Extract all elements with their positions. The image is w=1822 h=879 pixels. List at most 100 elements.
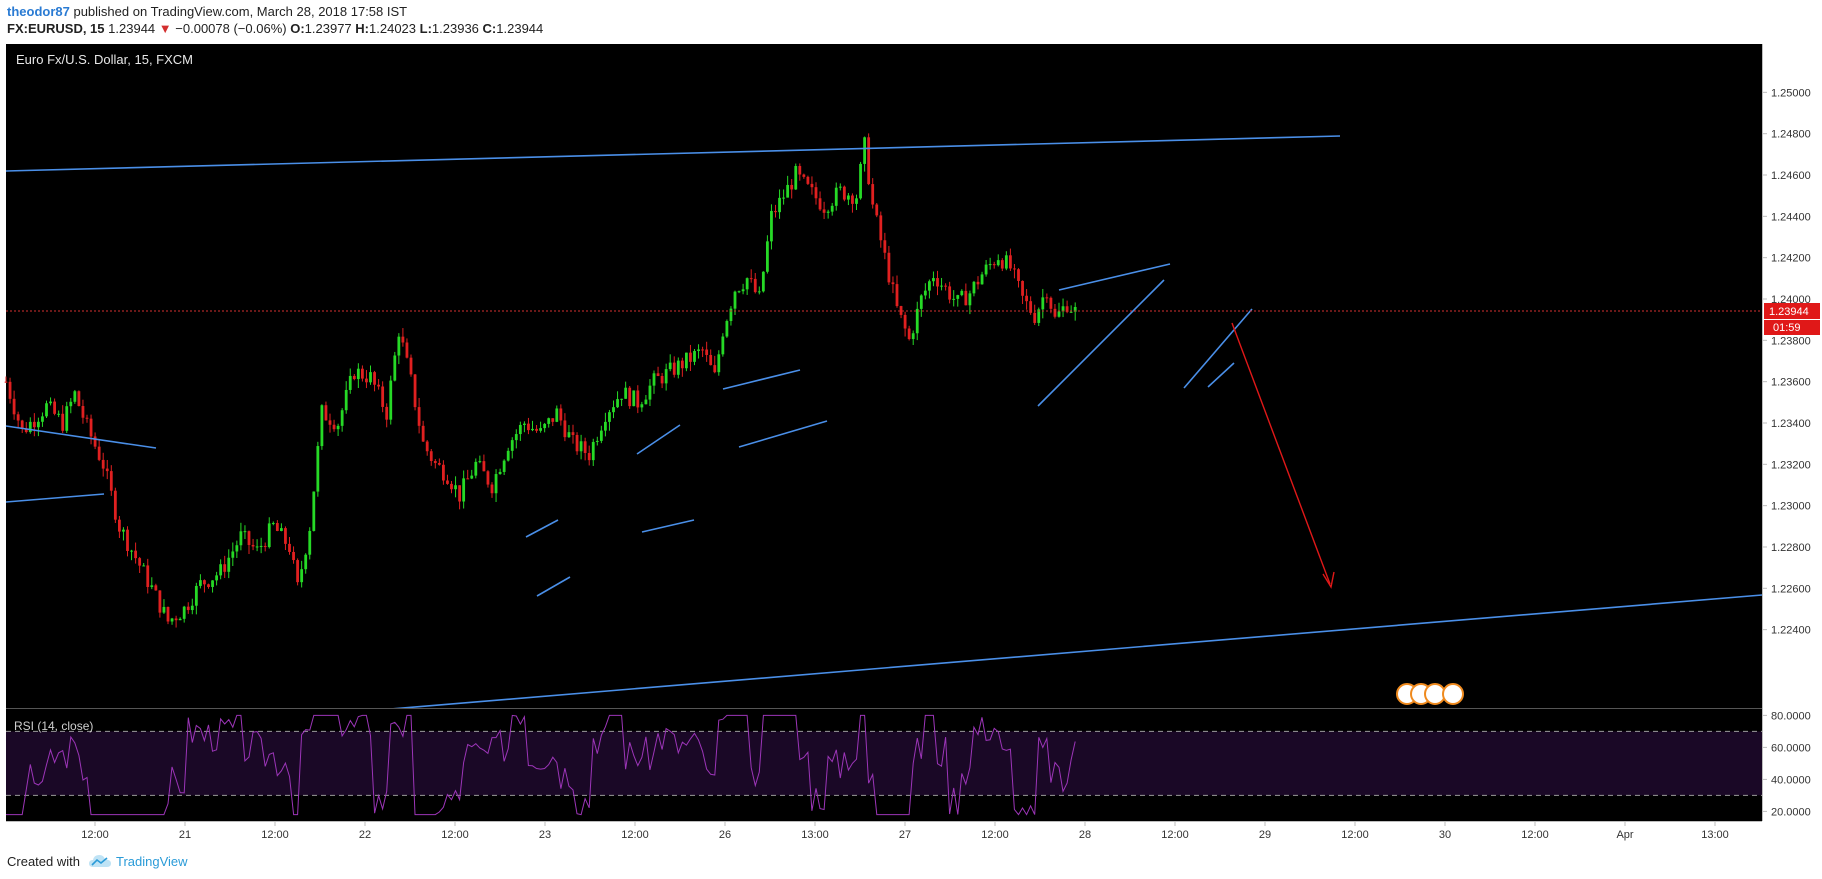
- candle-body: [895, 284, 899, 307]
- trendline[interactable]: [536, 576, 571, 597]
- candle-body: [644, 399, 648, 405]
- trendline[interactable]: [5, 135, 1341, 172]
- candle-body: [940, 285, 943, 287]
- candle-body: [559, 408, 563, 421]
- tradingview-link[interactable]: TradingView: [116, 854, 188, 869]
- candle-body: [223, 564, 227, 572]
- candle-body: [753, 278, 757, 293]
- candle-body: [85, 417, 89, 419]
- candle-body: [729, 308, 733, 322]
- candle-body: [271, 523, 275, 525]
- candle-body: [454, 485, 457, 490]
- time-tick-label: 12:00: [1521, 829, 1549, 841]
- price-tick-label: 1.24600: [1771, 170, 1811, 182]
- trendline[interactable]: [738, 420, 828, 448]
- candle-body: [818, 198, 822, 210]
- candle-body: [527, 423, 530, 431]
- time-tick-label: 29: [1259, 829, 1271, 841]
- high-label: H:: [355, 21, 370, 36]
- candle-body: [717, 354, 721, 373]
- time-tick-label: Apr: [1616, 829, 1633, 841]
- chart-area[interactable]: Euro Fx/U.S. Dollar, 15, FXCM 80.0000 60.…: [0, 43, 1822, 843]
- candle-body: [478, 461, 482, 463]
- event-markers[interactable]: [1396, 683, 1464, 705]
- time-axis[interactable]: 12:00 21 12:00 22 12:00 23 12:00 26 13:00 27 12:00…: [81, 821, 1729, 841]
- candle-body: [664, 369, 668, 384]
- trendline[interactable]: [1037, 279, 1165, 407]
- event-flag-icon[interactable]: [1442, 683, 1464, 705]
- trendline[interactable]: [1058, 263, 1171, 291]
- down-arrow-icon: ▼: [158, 21, 172, 36]
- trendline[interactable]: [1183, 308, 1253, 389]
- time-tick-label: 27: [899, 829, 911, 841]
- price-tick-label: 1.25000: [1771, 87, 1811, 99]
- candle-body: [806, 176, 810, 184]
- bar-countdown: 01:59: [1773, 322, 1801, 334]
- candle-body: [356, 368, 360, 380]
- candle-body: [972, 281, 976, 294]
- candle-body: [786, 184, 790, 198]
- candle-body: [45, 403, 48, 417]
- candle-body: [911, 333, 915, 340]
- candle-body: [247, 531, 251, 545]
- candle-body: [385, 406, 389, 420]
- candle-body: [567, 432, 571, 438]
- candle-body: [907, 328, 911, 340]
- candle-body: [300, 569, 304, 583]
- price-tick-label: 1.24400: [1771, 211, 1811, 223]
- trendline[interactable]: [636, 424, 681, 455]
- trendline[interactable]: [722, 369, 801, 390]
- candle-body: [506, 450, 510, 461]
- rsi-band-fill: [6, 731, 1762, 796]
- rsi-pane: 80.0000 60.0000 40.0000 20.0000: [6, 710, 1811, 818]
- trendline[interactable]: [641, 519, 695, 533]
- candle-body: [932, 278, 935, 282]
- candle-body: [401, 336, 405, 343]
- projection-arrow[interactable]: [1231, 322, 1331, 585]
- publish-line: theodor87 published on TradingView.com, …: [7, 4, 407, 19]
- candle-body: [466, 478, 470, 480]
- candle-body: [207, 584, 210, 587]
- candle-body: [122, 529, 125, 532]
- candle-body: [126, 529, 129, 551]
- trendline[interactable]: [525, 519, 559, 538]
- candle-body: [263, 545, 267, 548]
- author-link[interactable]: theodor87: [7, 4, 70, 19]
- candle-body: [502, 460, 506, 472]
- candle-body: [16, 414, 20, 421]
- price-tick-label: 1.23600: [1771, 377, 1811, 389]
- candle-body: [405, 342, 409, 358]
- rsi-line: [6, 714, 1076, 816]
- candle-body: [680, 360, 684, 369]
- candle-body: [215, 575, 218, 581]
- candle-body: [595, 440, 599, 442]
- candle-body: [20, 420, 24, 429]
- candles: [4, 133, 1077, 628]
- candle-body: [1025, 295, 1028, 302]
- trendline[interactable]: [1207, 362, 1235, 388]
- time-tick-label: 12:00: [1161, 829, 1189, 841]
- candle-body: [879, 215, 883, 241]
- candle-body: [984, 264, 988, 275]
- trendline[interactable]: [5, 493, 105, 503]
- candle-body: [830, 205, 834, 212]
- candle-body: [948, 286, 952, 300]
- candle-body: [32, 421, 36, 428]
- candle-body: [450, 483, 453, 490]
- publish-info: published on TradingView.com, March 28, …: [73, 4, 408, 19]
- time-tick-label: 12:00: [981, 829, 1009, 841]
- candle-body: [12, 398, 16, 415]
- trendline[interactable]: [5, 425, 157, 449]
- candle-body: [69, 401, 73, 407]
- price-tick-label: 1.23400: [1771, 418, 1811, 430]
- price-tick-label: 1.23800: [1771, 335, 1811, 347]
- price-tick-label: 1.23000: [1771, 501, 1811, 513]
- candle-body: [648, 385, 652, 400]
- price-axis[interactable]: 1.250001.248001.246001.244001.242001.240…: [1762, 87, 1811, 637]
- current-price-value: 1.23944: [1769, 306, 1809, 318]
- candle-body: [109, 471, 113, 491]
- candle-body: [158, 590, 162, 613]
- candle-body: [1045, 297, 1049, 299]
- candle-body: [227, 557, 231, 572]
- candle-body: [1017, 269, 1020, 281]
